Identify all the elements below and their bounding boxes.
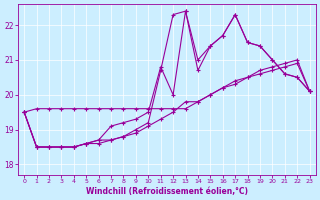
X-axis label: Windchill (Refroidissement éolien,°C): Windchill (Refroidissement éolien,°C): [86, 187, 248, 196]
